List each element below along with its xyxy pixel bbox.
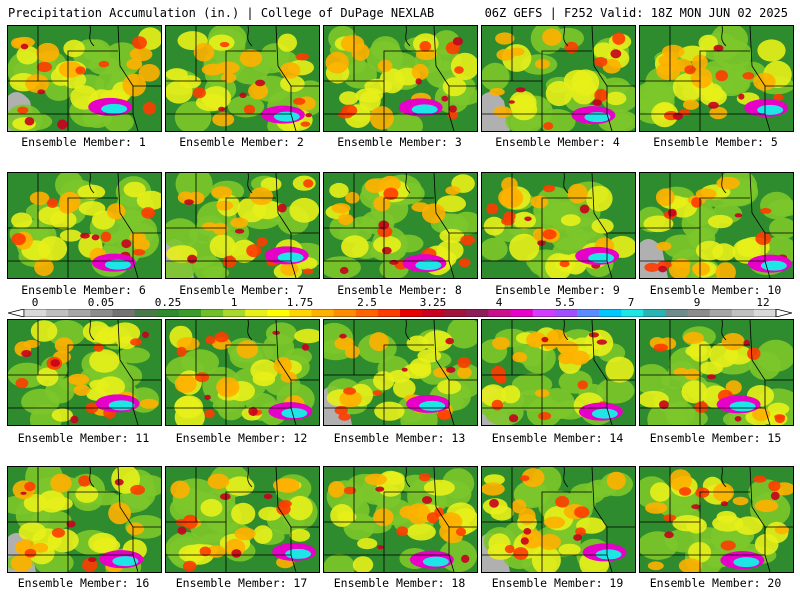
ensemble-member-label: Ensemble Member: 4: [495, 135, 620, 149]
ensemble-member-label: Ensemble Member: 20: [649, 576, 782, 590]
ensemble-member-label: Ensemble Member: 13: [333, 431, 466, 445]
ensemble-member-label: Ensemble Member: 9: [495, 283, 620, 297]
colorbar-tick-label: 3.25: [419, 296, 447, 309]
colorbar-tick-label: 1.75: [286, 296, 314, 309]
ensemble-member-map-1: [7, 25, 162, 132]
ensemble-member-map-15: [639, 319, 794, 426]
ensemble-member-map-14: [481, 319, 636, 426]
ensemble-member-map-20: [639, 466, 794, 573]
ensemble-member-label: Ensemble Member: 12: [175, 431, 308, 445]
ensemble-member-map-8: [323, 172, 478, 279]
ensemble-member-label: Ensemble Member: 3: [337, 135, 462, 149]
colorbar-tick-label: 12: [756, 296, 770, 309]
map-title: Precipitation Accumulation (in.) | Colle…: [8, 6, 435, 20]
ensemble-member-label: Ensemble Member: 16: [17, 576, 150, 590]
ensemble-member-label: Ensemble Member: 15: [649, 431, 782, 445]
ensemble-member-map-2: [165, 25, 320, 132]
ensemble-member-map-12: [165, 319, 320, 426]
ensemble-member-map-16: [7, 466, 162, 573]
ensemble-member-label: Ensemble Member: 5: [653, 135, 778, 149]
ensemble-member-label: Ensemble Member: 14: [491, 431, 624, 445]
ensemble-member-map-11: [7, 319, 162, 426]
ensemble-member-map-7: [165, 172, 320, 279]
colorbar-tick-label: 2.5: [357, 296, 377, 309]
colorbar-tick-label: 0: [31, 296, 39, 309]
ensemble-member-map-9: [481, 172, 636, 279]
ensemble-member-label: Ensemble Member: 1: [21, 135, 146, 149]
ensemble-member-map-6: [7, 172, 162, 279]
ensemble-member-label: Ensemble Member: 7: [179, 283, 304, 297]
run-valid-time: 06Z GEFS | F252 Valid: 18Z MON JUN 02 20…: [484, 6, 788, 20]
ensemble-member-label: Ensemble Member: 6: [21, 283, 146, 297]
ensemble-member-map-4: [481, 25, 636, 132]
ensemble-member-label: Ensemble Member: 19: [491, 576, 624, 590]
ensemble-member-map-3: [323, 25, 478, 132]
colorbar-tick-label: 5.5: [555, 296, 575, 309]
ensemble-member-label: Ensemble Member: 10: [649, 283, 782, 297]
ensemble-member-label: Ensemble Member: 2: [179, 135, 304, 149]
colorbar-tick-label: 9: [693, 296, 701, 309]
colorbar-tick-label: 0.25: [154, 296, 182, 309]
ensemble-member-label: Ensemble Member: 17: [175, 576, 308, 590]
color-scale-bar: [8, 309, 792, 317]
colorbar-tick-label: 4: [495, 296, 503, 309]
ensemble-member-map-10: [639, 172, 794, 279]
ensemble-member-label: Ensemble Member: 18: [333, 576, 466, 590]
colorbar-tick-label: 1: [230, 296, 238, 309]
ensemble-member-map-5: [639, 25, 794, 132]
ensemble-member-label: Ensemble Member: 8: [337, 283, 462, 297]
ensemble-member-map-13: [323, 319, 478, 426]
ensemble-member-label: Ensemble Member: 11: [17, 431, 150, 445]
ensemble-member-map-17: [165, 466, 320, 573]
colorbar-tick-label: 0.05: [87, 296, 115, 309]
ensemble-member-map-18: [323, 466, 478, 573]
ensemble-member-map-19: [481, 466, 636, 573]
colorbar-tick-label: 7: [627, 296, 635, 309]
